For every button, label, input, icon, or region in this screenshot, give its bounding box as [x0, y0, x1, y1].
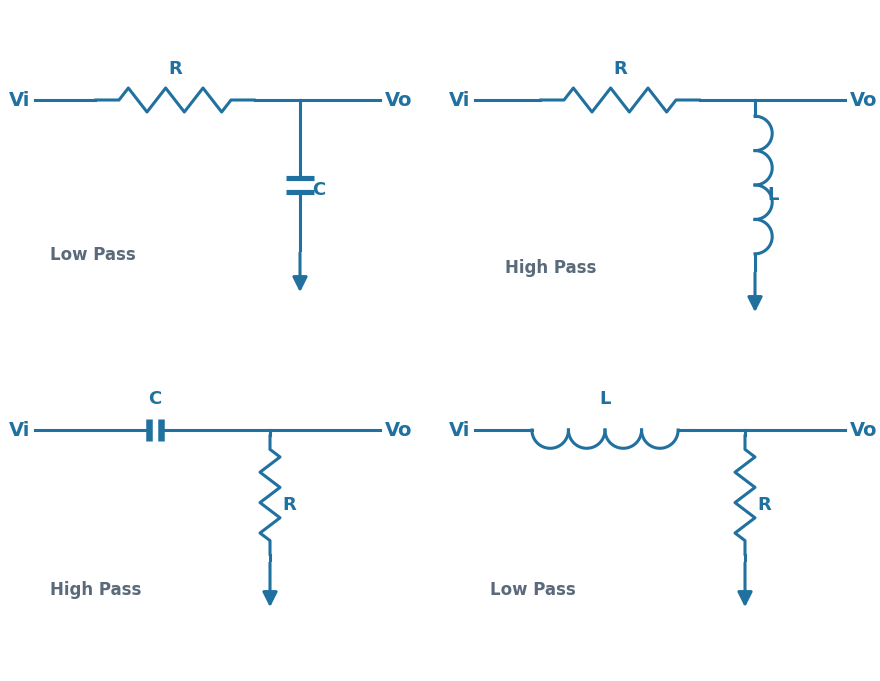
Text: R: R — [282, 496, 296, 514]
Text: Low Pass: Low Pass — [490, 581, 576, 599]
Text: Vi: Vi — [9, 91, 30, 110]
Text: L: L — [599, 390, 611, 408]
Text: Vo: Vo — [850, 420, 877, 439]
Text: C: C — [149, 390, 162, 408]
Text: R: R — [757, 496, 771, 514]
Text: R: R — [168, 60, 182, 78]
Text: Vo: Vo — [385, 91, 413, 110]
Text: L: L — [767, 186, 779, 204]
Text: Vi: Vi — [449, 91, 470, 110]
Text: R: R — [613, 60, 627, 78]
Text: High Pass: High Pass — [50, 581, 142, 599]
Text: Vi: Vi — [9, 420, 30, 439]
Text: Vo: Vo — [385, 420, 413, 439]
Text: Vi: Vi — [449, 420, 470, 439]
Text: High Pass: High Pass — [505, 259, 597, 277]
Text: Low Pass: Low Pass — [50, 246, 136, 264]
Text: Vo: Vo — [850, 91, 877, 110]
Text: C: C — [312, 181, 326, 199]
